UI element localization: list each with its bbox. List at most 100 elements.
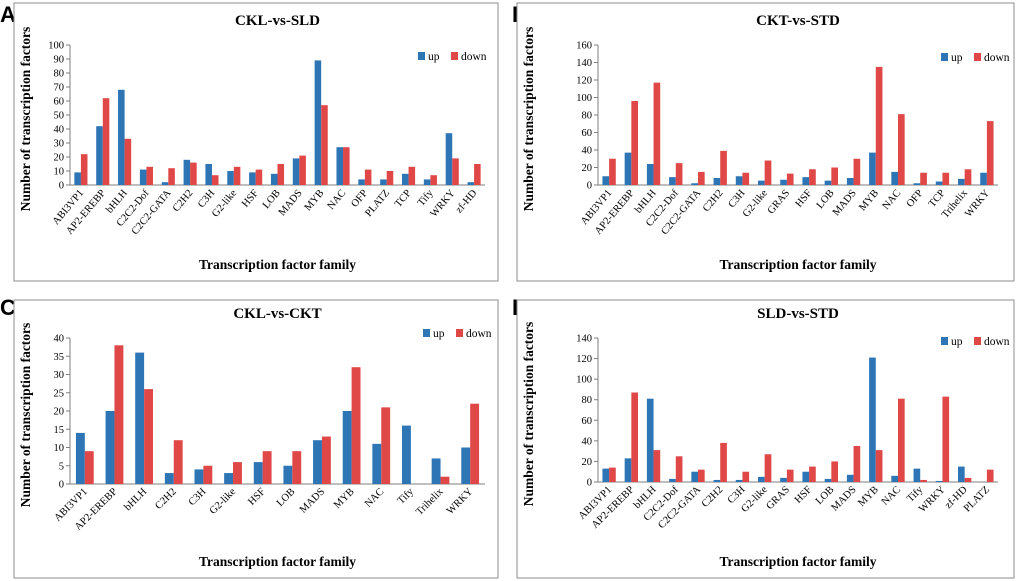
bar-down-trihelix	[964, 169, 972, 185]
bar-up-mads	[846, 178, 854, 185]
y-tick-label: 20	[582, 163, 593, 174]
chart-title: CKL-vs-SLD	[235, 13, 320, 29]
bar-down-g2-like	[764, 160, 772, 185]
bar-up-gras	[780, 179, 787, 185]
bar-up-myb	[869, 357, 876, 482]
bar-down-myb	[321, 105, 328, 185]
bar-up-lob	[270, 173, 278, 185]
bar-up-wrky	[461, 447, 471, 484]
bar-down-c3h	[742, 172, 750, 185]
bar-up-g2-like	[758, 180, 765, 185]
bar-up-g2-like	[758, 476, 765, 482]
bar-up-nac	[891, 475, 898, 482]
bar-down-ap2-erebp	[631, 101, 638, 185]
bar-down-abi3vp1	[80, 154, 88, 185]
legend: up down	[941, 52, 1010, 64]
y-tick-label: 35	[54, 352, 65, 363]
y-tick-label: 60	[54, 97, 65, 108]
bar-up-trihelix	[431, 458, 441, 484]
bar-up-c2c2-gata	[691, 183, 698, 185]
panel-letter-a: A	[0, 2, 16, 27]
legend-label-down: down	[984, 52, 1010, 64]
bar-up-ap2-erebp	[96, 126, 103, 185]
legend-swatch-up	[418, 52, 425, 60]
bar-up-hsf	[802, 177, 810, 185]
bar-down-abi3vp1	[609, 158, 616, 185]
bar-down-wrky	[986, 121, 994, 185]
bar-up-myb	[869, 152, 876, 185]
y-tick-label: 40	[54, 334, 65, 345]
y-tick-label: 80	[582, 395, 593, 406]
chart-frame	[13, 2, 499, 282]
bar-down-c2h2	[190, 162, 197, 185]
y-tick-label: 0	[587, 181, 592, 192]
chart-frame	[516, 299, 1015, 579]
bar-down-myb	[351, 367, 361, 484]
bar-down-hsf	[262, 451, 272, 484]
legend-label-down: down	[984, 336, 1010, 348]
legend-label-up: up	[433, 328, 445, 340]
bar-up-ap2-erebp	[624, 458, 632, 482]
bar-up-nac	[372, 443, 382, 484]
bar-down-abi3vp1	[609, 467, 616, 482]
bar-down-wrky	[942, 396, 950, 482]
legend-swatch-down	[456, 329, 463, 337]
bar-down-tify	[430, 175, 437, 185]
chart-title: CKT-vs-STD	[756, 13, 840, 29]
bar-up-zf-hd	[958, 466, 965, 482]
bar-up-c2c2-dof	[139, 169, 147, 185]
bar-up-ofp	[358, 179, 365, 185]
x-axis-label: Transcription factor family	[199, 257, 356, 272]
bar-down-ap2-erebp	[631, 392, 638, 482]
panel-a: A CKL-vs-SLD 0 10 20 30 40 50 60 70 80 90 100 Number…	[0, 0, 500, 285]
bar-up-c3h	[735, 479, 743, 482]
y-tick-label: 120	[576, 76, 592, 87]
y-tick-label: 20	[582, 457, 593, 468]
bar-up-myb	[314, 60, 322, 185]
chart-frame	[516, 2, 1015, 282]
bar-up-c2c2-gata	[161, 182, 169, 185]
y-tick-label: 5	[59, 461, 64, 472]
y-tick-label: 120	[576, 354, 592, 365]
bar-up-abi3vp1	[75, 432, 85, 484]
y-tick-label: 15	[54, 425, 65, 436]
bar-down-zf-hd	[474, 164, 481, 185]
bar-down-mads	[321, 436, 331, 484]
bar-up-myb	[342, 411, 352, 484]
chart-title: SLD-vs-STD	[757, 306, 839, 322]
y-tick-label: 10	[54, 443, 65, 454]
bar-up-nac	[336, 147, 344, 185]
legend-swatch-down	[974, 53, 981, 61]
legend-label-up: up	[951, 52, 963, 64]
bar-up-gras	[780, 477, 787, 482]
bar-up-lob	[824, 180, 832, 185]
y-tick-label: 100	[576, 93, 592, 104]
bar-down-c3h	[211, 175, 219, 185]
bar-up-lob	[824, 478, 832, 482]
bar-up-c2c2-gata	[691, 471, 698, 482]
bar-up-hsf	[253, 462, 263, 484]
bar-down-mads	[853, 158, 861, 185]
chart-c: CKL-vs-CKT 0 5 10 15 20 25 30 35 40 Number of tran…	[13, 299, 499, 579]
legend-swatch-down	[451, 52, 458, 60]
bar-down-nac	[343, 147, 350, 185]
bar-down-c2c2-dof	[675, 163, 683, 185]
bar-up-c2h2	[164, 473, 174, 484]
x-axis-label: Transcription factor family	[720, 554, 877, 569]
legend: up down	[418, 51, 487, 63]
bar-down-mads	[853, 446, 861, 482]
bar-down-g2-like	[764, 454, 772, 482]
bar-down-nac	[898, 398, 905, 482]
bar-up-c3h	[735, 176, 743, 185]
bar-down-ap2-erebp	[114, 345, 124, 484]
bar-down-tcp	[408, 166, 416, 185]
bar-up-c2c2-dof	[669, 177, 676, 185]
bar-up-hsf	[802, 471, 810, 482]
bar-down-abi3vp1	[84, 451, 94, 484]
legend-label-up: up	[951, 336, 963, 348]
y-tick-label: 80	[582, 111, 593, 122]
bar-down-c3h	[203, 465, 213, 484]
legend: up down	[941, 336, 1010, 348]
bar-up-c3h	[205, 164, 212, 185]
